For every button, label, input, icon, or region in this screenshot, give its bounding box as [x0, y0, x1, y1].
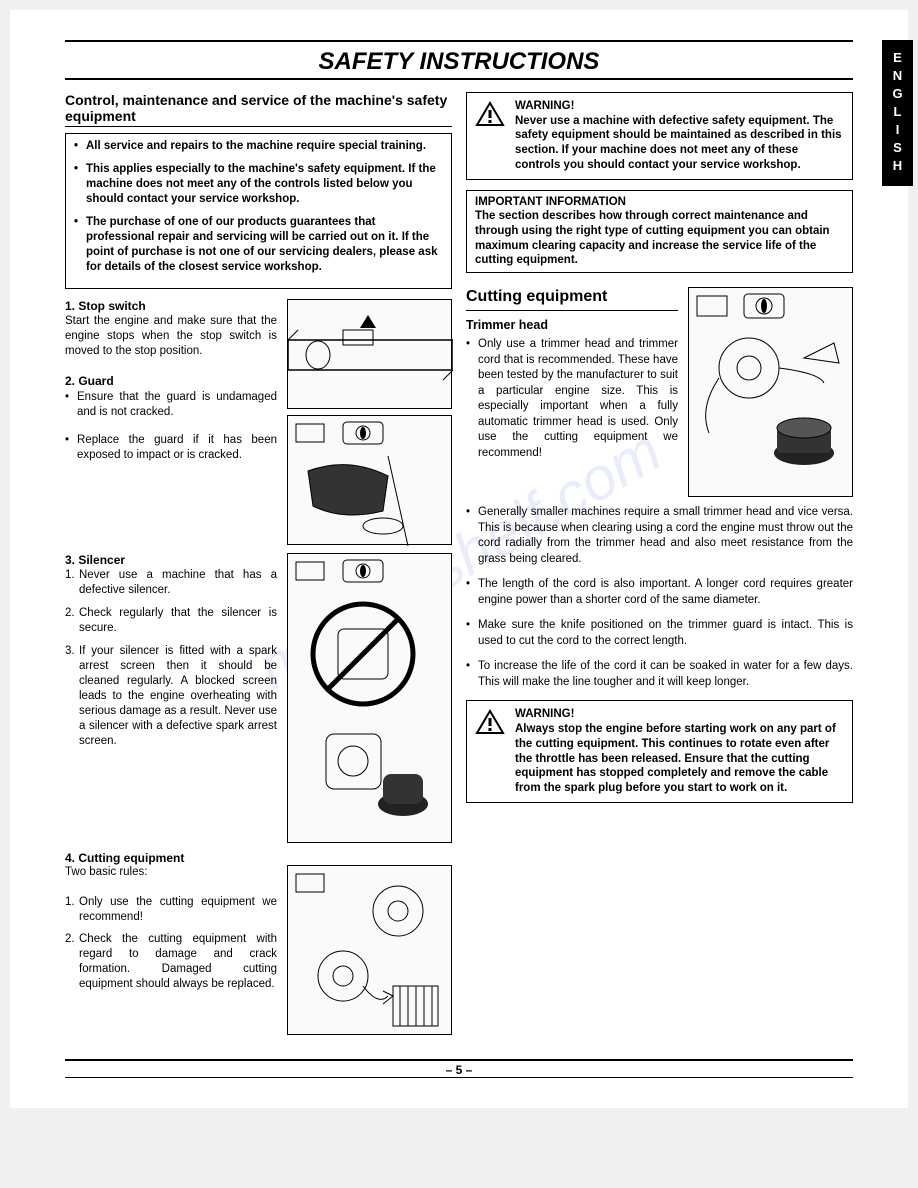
- silencer-illustration: [288, 554, 453, 844]
- list-item: Generally smaller machines require a sma…: [466, 505, 853, 567]
- list-item: The purchase of one of our products guar…: [74, 215, 443, 275]
- figure-guard: [287, 415, 452, 545]
- trimmer-illustration: [689, 288, 854, 498]
- section-cutting-equip: Two basic rules: 1.Only use the cutting …: [65, 865, 452, 1035]
- list-item: 3.If your silencer is fitted with a spar…: [65, 644, 277, 749]
- warning-title: WARNING!: [515, 707, 844, 722]
- list-item: Ensure that the guard is undamaged and i…: [65, 390, 277, 421]
- warning-text: WARNING! Always stop the engine before s…: [515, 707, 844, 795]
- trimmer-first-bullet: Only use a trimmer head and trimmer cord…: [466, 337, 678, 461]
- figure-stop-switch: [287, 299, 452, 409]
- service-box: All service and repairs to the machine r…: [65, 133, 452, 289]
- important-title: IMPORTANT INFORMATION: [475, 195, 844, 210]
- body-text: Never use a machine with defective safet…: [515, 115, 842, 171]
- right-column: WARNING! Never use a machine with defect…: [466, 92, 853, 1043]
- body-text: The section describes how through correc…: [475, 210, 830, 266]
- text-block: Two basic rules: 1.Only use the cutting …: [65, 865, 277, 1035]
- section-heading: 2. Guard: [65, 374, 277, 390]
- text-block: 3. Silencer 1.Never use a machine that h…: [65, 553, 277, 843]
- left-column: Control, maintenance and service of the …: [65, 92, 452, 1043]
- list-item: Make sure the knife positioned on the tr…: [466, 618, 853, 649]
- warning-icon: [475, 101, 505, 173]
- section-silencer: 3. Silencer 1.Never use a machine that h…: [65, 553, 452, 843]
- text-block: 1. Stop switch Start the engine and make…: [65, 299, 277, 545]
- list-item: The length of the cord is also important…: [466, 577, 853, 608]
- warning-text: WARNING! Never use a machine with defect…: [515, 99, 844, 173]
- content-columns: Control, maintenance and service of the …: [65, 92, 853, 1043]
- guard-bullets: Ensure that the guard is undamaged and i…: [65, 390, 277, 464]
- warning-title: WARNING!: [515, 99, 844, 114]
- silencer-list: 1.Never use a machine that has a defecti…: [65, 568, 277, 748]
- text-block: Cutting equipment Trimmer head Only use …: [466, 287, 678, 497]
- warning-box-bottom: WARNING! Always stop the engine before s…: [466, 700, 853, 802]
- page-number: – 5 –: [65, 1059, 853, 1078]
- section-heading-cutting: Cutting equipment: [466, 287, 678, 311]
- subheading-control: Control, maintenance and service of the …: [65, 92, 452, 127]
- list-item: 2.Check regularly that the silencer is s…: [65, 606, 277, 636]
- subheading-trimmer: Trimmer head: [466, 317, 678, 333]
- language-tab: ENGLISH: [882, 40, 913, 186]
- body-text: Start the engine and make sure that the …: [65, 314, 277, 359]
- section-stop-switch: 1. Stop switch Start the engine and make…: [65, 299, 452, 545]
- section-heading: 4. Cutting equipment: [65, 851, 452, 865]
- list-item: This applies especially to the machine's…: [74, 162, 443, 207]
- top-rule: [65, 40, 853, 42]
- list-item: To increase the life of the cord it can …: [466, 659, 853, 690]
- warning-box-top: WARNING! Never use a machine with defect…: [466, 92, 853, 180]
- cutting-illustration: [288, 866, 453, 1036]
- warning-icon: [475, 709, 505, 795]
- important-box: IMPORTANT INFORMATION The section descri…: [466, 190, 853, 274]
- stop-switch-illustration: [288, 300, 453, 410]
- trimmer-bullets: Generally smaller machines require a sma…: [466, 505, 853, 690]
- list-item: 2.Check the cutting equipment with regar…: [65, 932, 277, 992]
- section-heading: 3. Silencer: [65, 553, 277, 569]
- cutting-list: 1.Only use the cutting equipment we reco…: [65, 895, 277, 993]
- section-cutting-equipment: Cutting equipment Trimmer head Only use …: [466, 287, 853, 497]
- figure-trimmer-head: [688, 287, 853, 497]
- body-text: Two basic rules:: [65, 865, 277, 880]
- section-heading: 1. Stop switch: [65, 299, 277, 315]
- title-rule: [65, 78, 853, 80]
- list-item: 1.Never use a machine that has a defecti…: [65, 568, 277, 598]
- list-item: Replace the guard if it has been exposed…: [65, 433, 277, 464]
- list-item: All service and repairs to the machine r…: [74, 139, 443, 154]
- service-bullet-list: All service and repairs to the machine r…: [74, 139, 443, 275]
- guard-illustration: [288, 416, 453, 546]
- figure-silencer: [287, 553, 452, 843]
- figure-cutting: [287, 865, 452, 1035]
- page: ENGLISH manualshelf.com SAFETY INSTRUCTI…: [10, 10, 908, 1108]
- body-text: Always stop the engine before starting w…: [515, 723, 836, 794]
- list-item: 1.Only use the cutting equipment we reco…: [65, 895, 277, 925]
- page-title: SAFETY INSTRUCTIONS: [65, 44, 853, 78]
- list-item: Only use a trimmer head and trimmer cord…: [466, 337, 678, 461]
